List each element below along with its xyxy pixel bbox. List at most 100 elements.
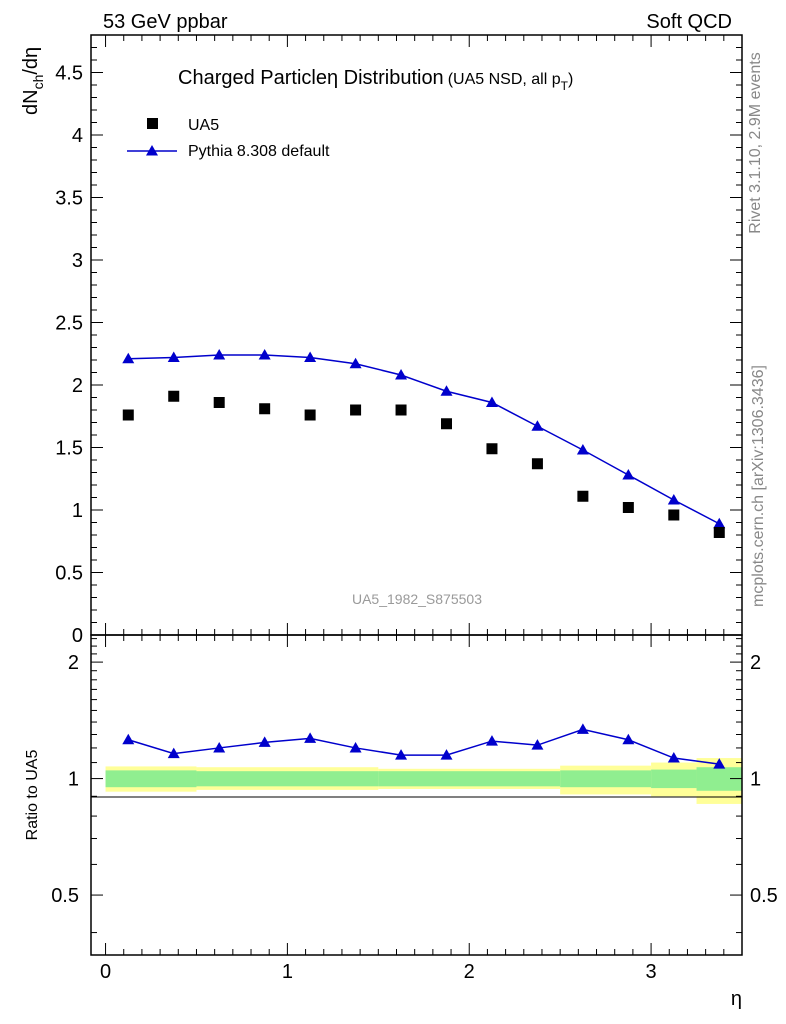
main-ticks: 0 0.5 1 1.5 2 2.5 3 3.5 4 4.5 xyxy=(55,35,742,647)
ratio-ticks: 0.5 0.5 1 1 2 2 0 1 2 3 xyxy=(51,635,778,983)
pythia-point xyxy=(304,351,317,362)
pythia-point xyxy=(531,420,544,431)
stat-uncertainty-band xyxy=(696,767,742,791)
ua5-point xyxy=(304,409,316,421)
ua5-point xyxy=(486,443,498,455)
pythia-ratio-point xyxy=(258,736,271,747)
rivet-version-label: Rivet 3.1.10, 2.9M events xyxy=(747,52,764,233)
y-label-main: dN xyxy=(20,89,42,115)
plot-subtitle-end: ) xyxy=(568,71,573,88)
main-y-tick-label: 4.5 xyxy=(55,63,83,85)
header-right: Soft QCD xyxy=(646,11,732,33)
ua5-point xyxy=(168,390,180,402)
pythia-point xyxy=(349,357,362,369)
legend: UA5 Pythia 8.308 default xyxy=(127,117,330,160)
pythia-ratio-point xyxy=(213,741,226,753)
pythia-ratio-point xyxy=(304,732,317,743)
pythia-point xyxy=(622,469,635,480)
pythia-ratio-point xyxy=(395,749,408,760)
ratio-panel: 0.5 0.5 1 1 2 2 0 1 2 3 Ratio to UA5 η xyxy=(24,634,778,1010)
header-left: 53 GeV ppbar xyxy=(103,11,228,33)
ua5-point xyxy=(259,403,271,415)
ratio-frame xyxy=(90,634,743,956)
stat-uncertainty-band xyxy=(378,771,561,787)
stat-uncertainty-band xyxy=(560,770,652,788)
plot-subtitle: (UA5 NSD, all p xyxy=(448,71,561,88)
pythia-ratio-point xyxy=(122,733,135,745)
pythia-ratio-point xyxy=(485,735,498,746)
stat-uncertainty-band xyxy=(105,770,197,788)
main-series xyxy=(122,349,726,538)
main-y-tick-label: 2 xyxy=(72,375,83,397)
pythia-ratio-point xyxy=(713,758,726,769)
plot-title: Charged Particleη Distribution (UA5 NSD, … xyxy=(178,67,573,93)
legend-ua5-label: UA5 xyxy=(188,117,219,134)
y-label-sub: ch xyxy=(30,75,46,90)
analysis-id-watermark: UA5_1982_S875503 xyxy=(352,591,482,607)
pythia-ratio-point xyxy=(167,747,180,759)
pythia-point xyxy=(485,396,498,407)
main-y-tick-label: 2.5 xyxy=(55,313,83,335)
stat-uncertainty-band xyxy=(651,769,697,789)
plot-subtitle-sub: T xyxy=(561,79,569,93)
ratio-y-tick-label-right: 0.5 xyxy=(750,885,778,907)
main-y-tick-label: 3 xyxy=(72,250,83,272)
main-y-tick-label: 0.5 xyxy=(55,563,83,585)
ua5-point xyxy=(713,527,725,538)
pythia-ratio-point xyxy=(440,749,453,760)
pythia-ratio-point xyxy=(349,741,362,753)
ua5-point xyxy=(622,502,634,513)
legend-ua5-marker xyxy=(147,118,158,129)
pythia-ratio-point xyxy=(622,733,635,745)
ratio-y-tick-label-right: 2 xyxy=(750,652,761,674)
pythia-ratio-point xyxy=(531,739,544,750)
x-tick-label: 2 xyxy=(464,961,475,983)
main-y-tick-label: 1.5 xyxy=(55,438,83,460)
ua5-point xyxy=(395,404,407,416)
x-tick-label: 1 xyxy=(282,961,293,983)
pythia-ratio-line xyxy=(128,728,720,765)
ratio-bands xyxy=(105,758,742,804)
legend-pythia-label: Pythia 8.308 default xyxy=(188,143,330,160)
legend-pythia-marker xyxy=(146,145,158,156)
plot-title-main: Charged Particleη Distribution xyxy=(178,67,444,89)
main-y-tick-label: 1 xyxy=(72,500,83,522)
ua5-point xyxy=(577,490,589,502)
pythia-point xyxy=(258,349,271,360)
pythia-point xyxy=(440,385,453,396)
ratio-series xyxy=(122,723,726,769)
ratio-y-tick-label-left: 2 xyxy=(68,652,79,674)
pythia-point xyxy=(667,494,680,505)
main-y-tick-label: 0 xyxy=(72,625,83,647)
main-y-tick-label: 3.5 xyxy=(55,188,83,210)
pythia-point xyxy=(713,517,726,529)
ua5-point xyxy=(350,404,362,416)
x-tick-label: 3 xyxy=(646,961,657,983)
ratio-y-tick-label-right: 1 xyxy=(750,769,761,791)
pythia-ratio-point xyxy=(576,723,589,734)
ua5-point xyxy=(441,418,453,430)
x-axis-label: η xyxy=(731,988,742,1010)
ua5-point xyxy=(531,458,543,470)
mcplots-reference-label: mcplots.cern.ch [arXiv:1306.3436] xyxy=(750,365,767,607)
main-y-tick-label: 4 xyxy=(72,125,83,147)
pythia-point xyxy=(167,351,180,362)
y-label-end: /dη xyxy=(20,47,42,75)
ratio-y-axis-label: Ratio to UA5 xyxy=(24,750,41,841)
pythia-line xyxy=(128,354,720,525)
x-tick-label: 0 xyxy=(100,961,111,983)
ua5-point xyxy=(122,409,134,421)
pythia-point xyxy=(395,369,408,380)
pythia-point xyxy=(122,352,135,364)
ua5-point xyxy=(668,509,680,521)
ratio-y-tick-label-left: 1 xyxy=(68,769,79,791)
pythia-ratio-point xyxy=(667,752,680,763)
pythia-point xyxy=(576,444,589,455)
ratio-y-tick-label-left: 0.5 xyxy=(51,885,79,907)
stat-uncertainty-band xyxy=(196,771,379,787)
main-panel: 0 0.5 1 1.5 2 2.5 3 3.5 4 4.5 UA5_1982_S875503 Ch… xyxy=(20,34,743,647)
main-y-axis-label: dNch/dη xyxy=(20,47,46,115)
pythia-point xyxy=(213,349,226,360)
ua5-point xyxy=(213,397,225,408)
